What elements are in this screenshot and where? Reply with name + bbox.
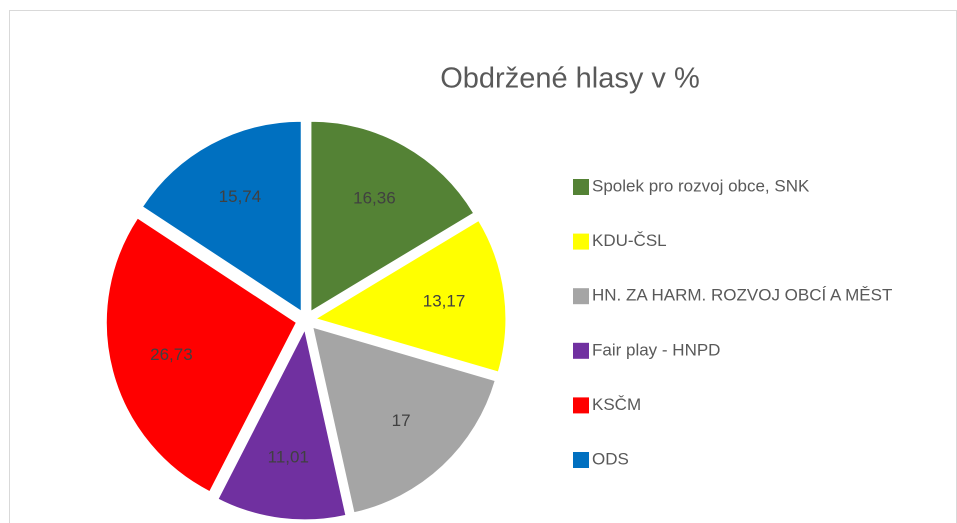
chart-title: Obdržené hlasy v %: [440, 63, 700, 95]
legend-swatch: [573, 452, 589, 468]
legend-label: ODS: [592, 449, 629, 468]
data-label: 16,36: [353, 188, 396, 207]
legend-swatch: [573, 233, 589, 250]
legend-swatch: [573, 397, 589, 414]
pie-slice: [314, 219, 507, 373]
legend-label: KDU-ČSL: [592, 231, 667, 250]
legend-label: KSČM: [592, 395, 641, 414]
data-label: 11,01: [268, 448, 309, 467]
pie-slice: [217, 328, 347, 521]
legend-swatch: [573, 179, 589, 195]
data-label: 15,74: [219, 187, 262, 206]
legend-swatch: [573, 342, 589, 359]
pie-slice: [312, 326, 496, 514]
data-label: 17: [392, 411, 411, 430]
legend-label: HN. ZA HARM. ROZVOJ OBCÍ A MĚST: [592, 286, 892, 305]
legend-label: Spolek pro rozvoj obce, SNK: [592, 176, 810, 195]
data-label: 13,17: [423, 292, 466, 311]
legend-swatch: [573, 288, 589, 305]
pie-slice: [105, 217, 297, 493]
legend-label: Fair play - HNPD: [592, 340, 720, 359]
pie-slice: [141, 120, 302, 313]
pie-slice: [310, 120, 475, 313]
data-label: 26,73: [150, 345, 193, 364]
